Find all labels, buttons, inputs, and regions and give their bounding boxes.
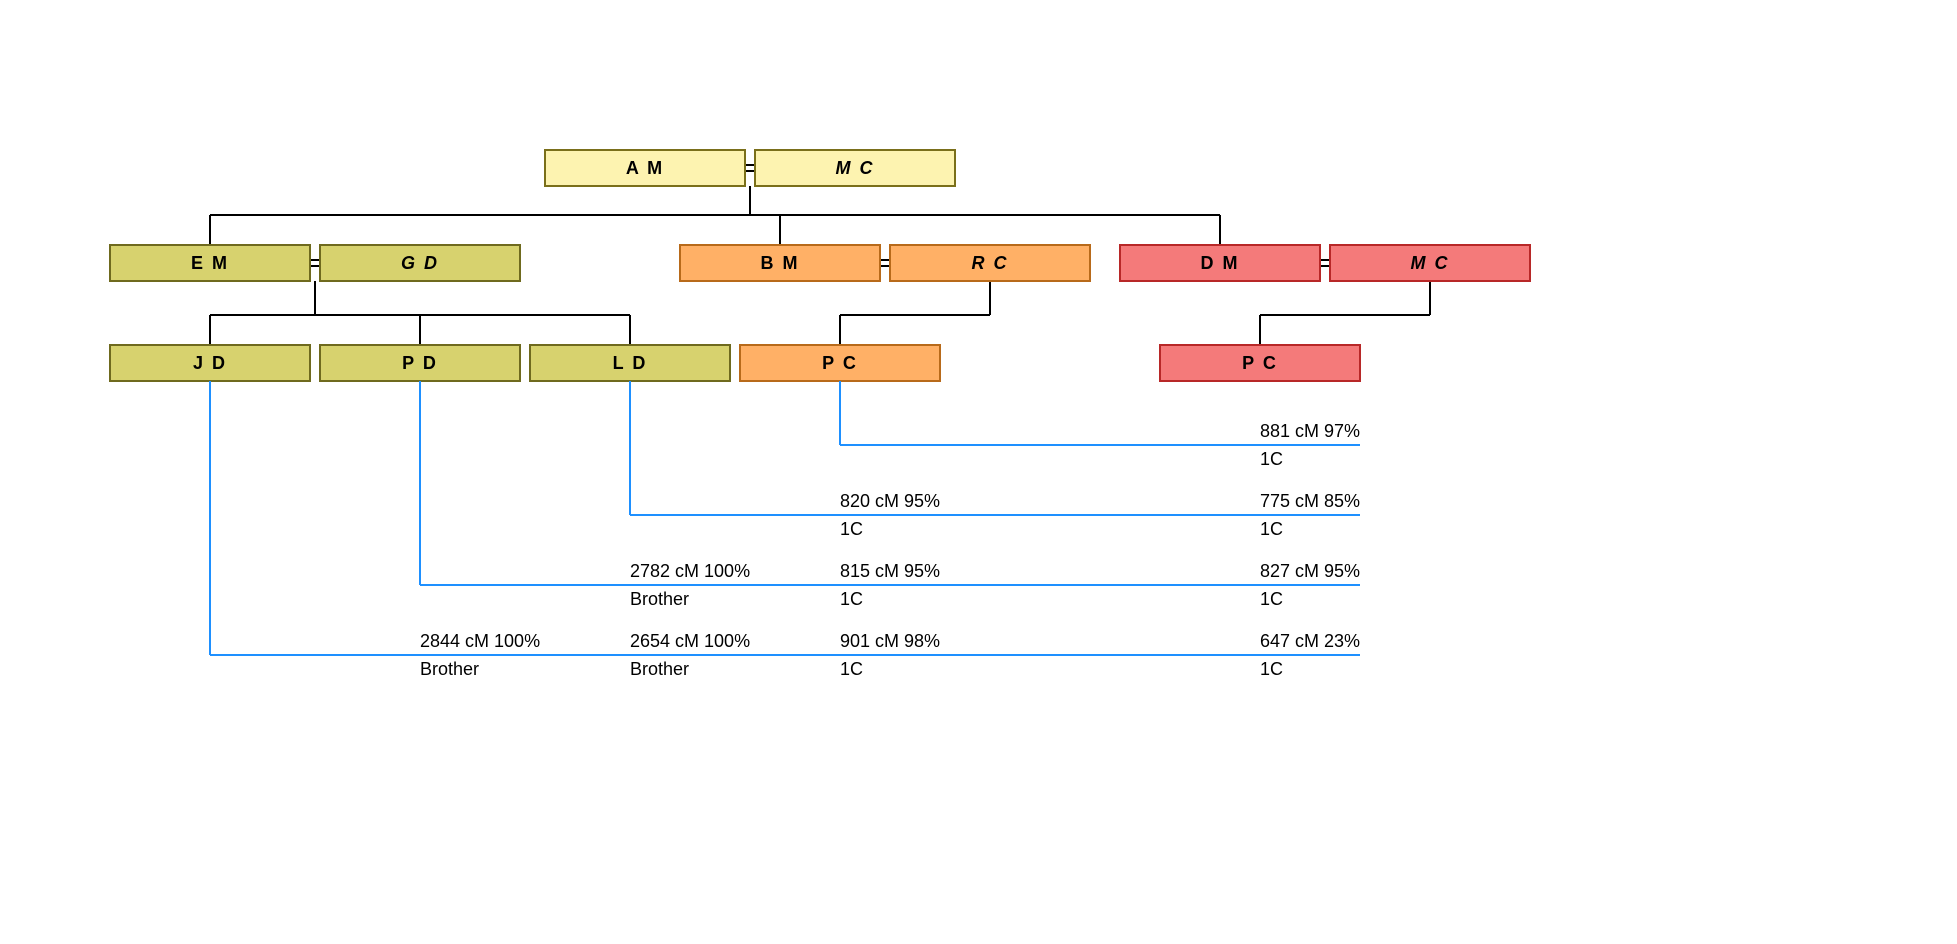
person-node-MC2: M C: [1330, 245, 1530, 281]
dna-annotation-relation: 1C: [840, 659, 863, 679]
dna-annotation-relation: Brother: [630, 659, 689, 679]
dna-annotation-relation: 1C: [840, 519, 863, 539]
person-label: L D: [613, 353, 648, 373]
person-node-PC2: P C: [1160, 345, 1360, 381]
dna-annotation-value: 901 cM 98%: [840, 631, 940, 651]
dna-annotation-relation: 1C: [1260, 519, 1283, 539]
person-label: P C: [822, 353, 858, 373]
person-label: A M: [626, 158, 664, 178]
person-label: M C: [836, 158, 875, 178]
dna-annotation-value: 881 cM 97%: [1260, 421, 1360, 441]
person-label: J D: [193, 353, 227, 373]
dna-annotation-value: 2654 cM 100%: [630, 631, 750, 651]
person-node-EM: E M: [110, 245, 310, 281]
dna-annotation-relation: 1C: [1260, 449, 1283, 469]
dna-annotation-relation: 1C: [1260, 659, 1283, 679]
person-label: G D: [401, 253, 439, 273]
person-label: P D: [402, 353, 438, 373]
dna-annotation-value: 2782 cM 100%: [630, 561, 750, 581]
person-node-BM: B M: [680, 245, 880, 281]
person-label: E M: [191, 253, 229, 273]
person-label: D M: [1201, 253, 1240, 273]
person-node-MC1: M C: [755, 150, 955, 186]
person-node-PC1: P C: [740, 345, 940, 381]
dna-annotation-value: 2844 cM 100%: [420, 631, 540, 651]
person-node-DM: D M: [1120, 245, 1320, 281]
person-node-AM: A M: [545, 150, 745, 186]
dna-annotation-relation: 1C: [1260, 589, 1283, 609]
dna-annotation-relation: 1C: [840, 589, 863, 609]
dna-annotation-value: 815 cM 95%: [840, 561, 940, 581]
person-node-JD: J D: [110, 345, 310, 381]
person-label: P C: [1242, 353, 1278, 373]
person-label: B M: [761, 253, 800, 273]
person-node-RC: R C: [890, 245, 1090, 281]
person-label: M C: [1411, 253, 1450, 273]
dna-annotation-value: 820 cM 95%: [840, 491, 940, 511]
dna-annotation-value: 827 cM 95%: [1260, 561, 1360, 581]
person-node-GD: G D: [320, 245, 520, 281]
family-tree-diagram: A M M C E M G D B M R C D M M C J D P D L D P C P C 8…: [0, 0, 1957, 944]
person-node-PD: P D: [320, 345, 520, 381]
dna-annotation-relation: Brother: [630, 589, 689, 609]
person-label: R C: [972, 253, 1009, 273]
dna-annotation-value: 647 cM 23%: [1260, 631, 1360, 651]
dna-annotation-value: 775 cM 85%: [1260, 491, 1360, 511]
person-node-LD: L D: [530, 345, 730, 381]
dna-annotation-relation: Brother: [420, 659, 479, 679]
